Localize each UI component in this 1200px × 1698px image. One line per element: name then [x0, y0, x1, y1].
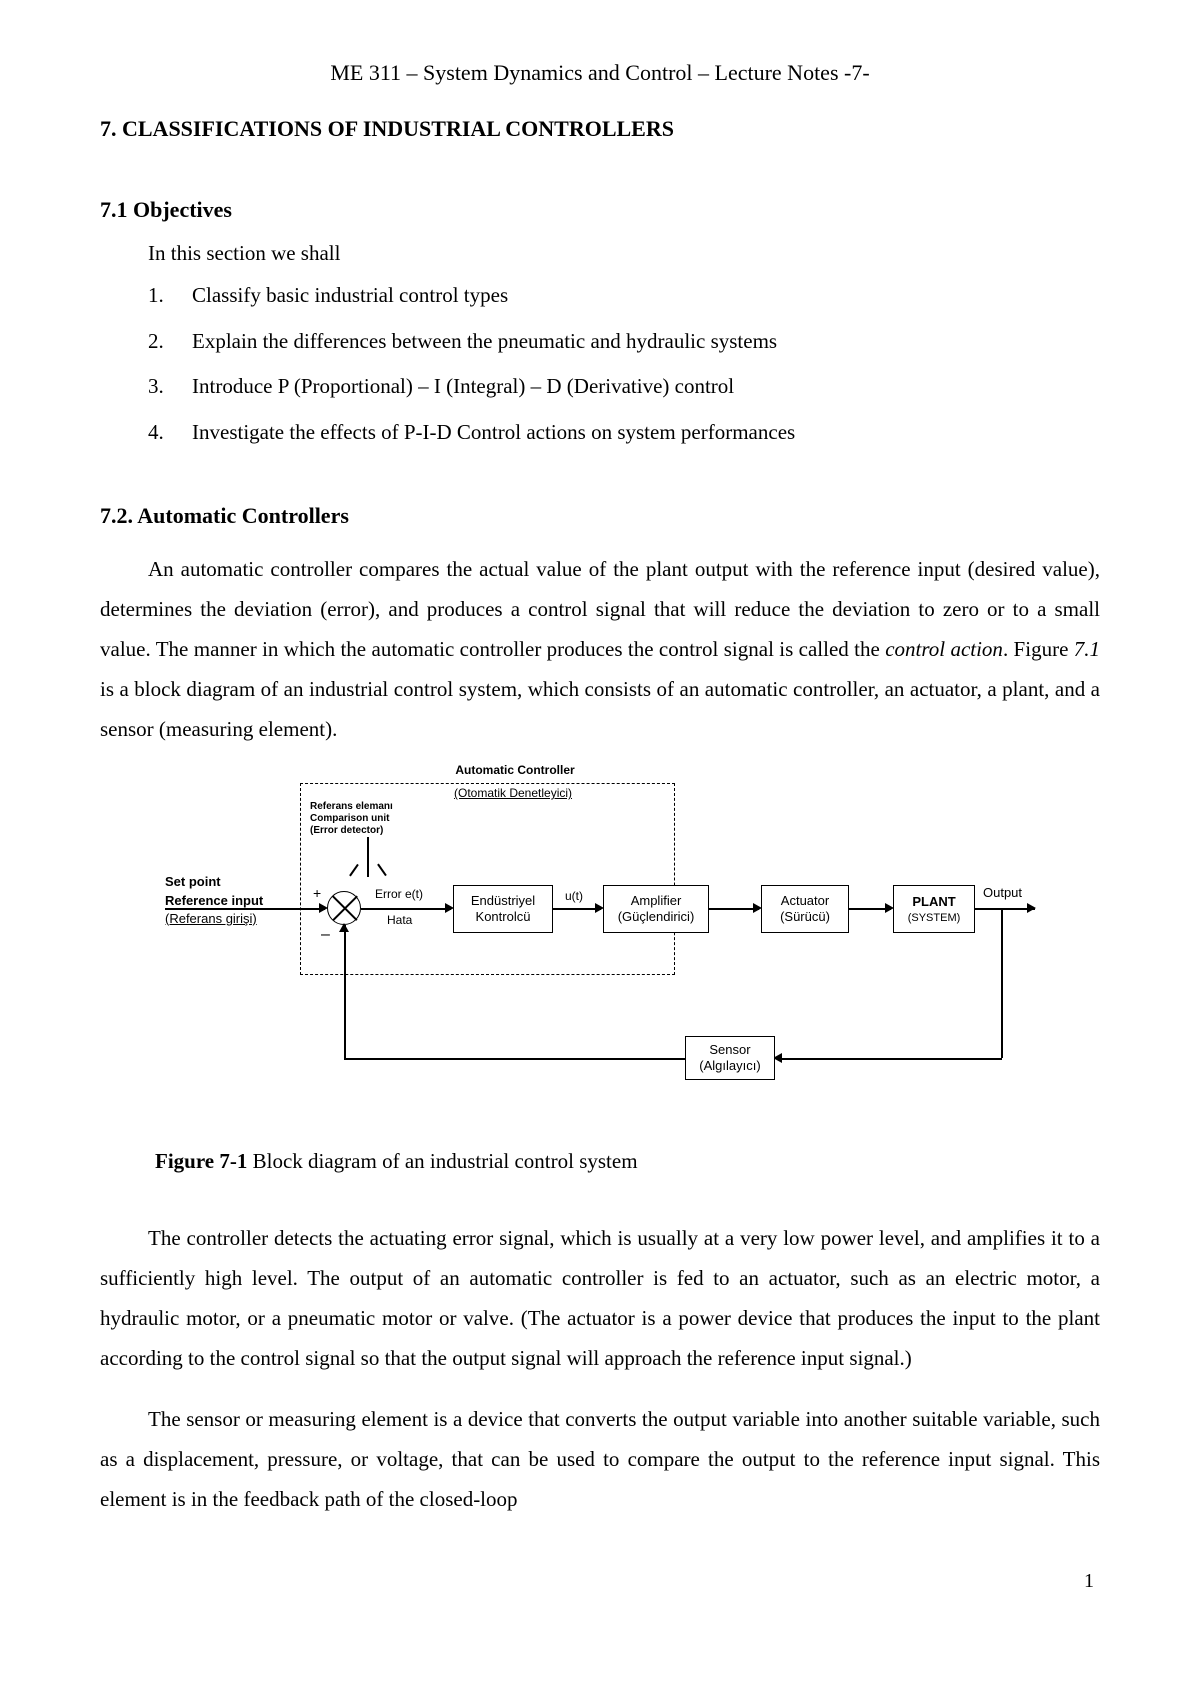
text: (Error detector): [310, 825, 383, 836]
minus-sign: –: [321, 925, 330, 945]
auto-controller-sublabel: (Otomatik Denetleyici): [423, 786, 603, 801]
paragraph-1: An automatic controller compares the act…: [100, 550, 1100, 749]
text: (Sürücü): [780, 909, 830, 926]
ut-label: u(t): [565, 889, 583, 904]
list-text: Introduce P (Proportional) – I (Integral…: [192, 374, 734, 398]
text: Referans elemanı: [310, 801, 393, 812]
plant-box: PLANT (SYSTEM): [893, 885, 975, 933]
ref-elem-label: Referans elemanı Comparison unit (Error …: [310, 801, 450, 837]
arrow-icon: [339, 923, 349, 932]
line: [367, 837, 369, 877]
text: . Figure: [1003, 637, 1074, 661]
setpoint-label: Set point Reference input (Referans giri…: [165, 873, 285, 928]
text: is a block diagram of an industrial cont…: [100, 677, 1100, 741]
controller-box: Endüstriyel Kontrolcü: [453, 885, 553, 933]
page-number: 1: [100, 1570, 1100, 1593]
text: PLANT: [912, 894, 955, 911]
text: (Referans girişi): [165, 911, 257, 926]
chapter-title: 7. CLASSIFICATIONS OF INDUSTRIAL CONTROL…: [100, 116, 1100, 142]
text: Hata: [387, 913, 412, 927]
output-label: Output: [983, 885, 1022, 901]
figure-caption: Figure 7-1 Block diagram of an industria…: [155, 1149, 1100, 1174]
line: [344, 925, 346, 1059]
paragraph-3: The sensor or measuring element is a dev…: [100, 1400, 1100, 1520]
list-text: Investigate the effects of P-I-D Control…: [192, 420, 795, 444]
sensor-box: Sensor (Algılayıcı): [685, 1036, 775, 1080]
paragraph-2: The controller detects the actuating err…: [100, 1219, 1100, 1379]
section-7-1-heading: 7.1 Objectives: [100, 197, 1100, 223]
caption-text: Block diagram of an industrial control s…: [247, 1149, 637, 1173]
line: [1001, 908, 1003, 1058]
text: (Güçlendirici): [618, 909, 695, 926]
text: Actuator: [781, 893, 829, 910]
line: [165, 908, 325, 910]
hata-label: Hata: [387, 913, 437, 928]
line: [975, 908, 1035, 910]
italic-text: control action: [885, 637, 1003, 661]
actuator-box: Actuator (Sürücü): [761, 885, 849, 933]
caption-bold: Figure 7-1: [155, 1149, 247, 1173]
figure-7-1: Automatic Controller (Otomatik Denetleyi…: [100, 763, 1100, 1113]
list-item: 3.Introduce P (Proportional) – I (Integr…: [148, 371, 1100, 403]
text: Comparison unit: [310, 813, 389, 824]
text: (SYSTEM): [908, 911, 961, 925]
list-item: 2.Explain the differences between the pn…: [148, 326, 1100, 358]
text: Reference input: [165, 893, 263, 908]
line: [361, 908, 451, 910]
arrow-icon: [1027, 903, 1036, 913]
line: [344, 1058, 685, 1060]
list-item: 4.Investigate the effects of P-I-D Contr…: [148, 417, 1100, 449]
list-item: 1.Classify basic industrial control type…: [148, 280, 1100, 312]
plus-sign: +: [313, 885, 321, 903]
line: [553, 908, 601, 910]
amplifier-box: Amplifier (Güçlendirici): [603, 885, 709, 933]
text: Automatic Controller: [455, 763, 574, 777]
document-page: ME 311 – System Dynamics and Control – L…: [0, 0, 1200, 1633]
objectives-list: 1.Classify basic industrial control type…: [148, 280, 1100, 448]
objectives-intro: In this section we shall: [148, 241, 1100, 266]
line: [779, 1058, 1002, 1060]
list-text: Classify basic industrial control types: [192, 283, 508, 307]
text: Endüstriyel: [471, 893, 535, 910]
summing-junction: [327, 891, 361, 925]
block-diagram: Automatic Controller (Otomatik Denetleyi…: [165, 763, 1035, 1113]
text: Amplifier: [631, 893, 682, 910]
page-header: ME 311 – System Dynamics and Control – L…: [100, 60, 1100, 86]
list-text: Explain the differences between the pneu…: [192, 329, 777, 353]
line: [709, 908, 759, 910]
text: (Algılayıcı): [699, 1058, 760, 1075]
text: Sensor: [709, 1042, 750, 1059]
italic-text: 7.1: [1074, 637, 1100, 661]
text: Kontrolcü: [476, 909, 531, 926]
section-7-2-heading: 7.2. Automatic Controllers: [100, 503, 1100, 529]
text: Error e(t): [375, 887, 423, 901]
auto-controller-label: Automatic Controller: [425, 763, 605, 778]
text: Set point: [165, 874, 221, 889]
error-label: Error e(t): [375, 887, 445, 902]
text: (Otomatik Denetleyici): [454, 786, 572, 800]
